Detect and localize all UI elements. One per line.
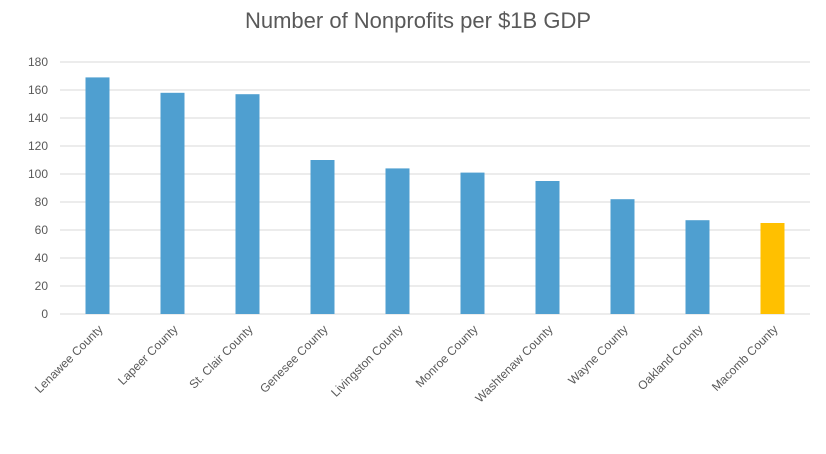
y-tick-label: 0 bbox=[41, 307, 48, 321]
bar-wayne-county bbox=[610, 199, 635, 314]
y-tick-label: 160 bbox=[28, 83, 48, 97]
x-category-label: Macomb County bbox=[709, 322, 781, 394]
x-category-label: Livingston County bbox=[328, 322, 405, 399]
bar-st-clair-county bbox=[235, 94, 260, 314]
x-axis-category-labels: Lenawee County Lapeer County St. Clair Cou… bbox=[32, 322, 781, 405]
x-category-label: Oakland County bbox=[635, 322, 706, 393]
bar-monroe-county bbox=[460, 172, 485, 314]
y-tick-label: 140 bbox=[28, 111, 48, 125]
bar-lenawee-county bbox=[85, 77, 110, 315]
y-tick-label: 60 bbox=[35, 223, 49, 237]
y-tick-label: 120 bbox=[28, 139, 48, 153]
y-tick-label: 80 bbox=[35, 195, 49, 209]
x-category-label: St. Clair County bbox=[186, 322, 255, 391]
x-category-label: Washtenaw County bbox=[472, 322, 555, 405]
y-tick-label: 20 bbox=[35, 279, 49, 293]
x-category-label: Lenawee County bbox=[32, 322, 106, 396]
bar-genesee-county bbox=[310, 160, 335, 314]
x-category-label: Wayne County bbox=[565, 322, 630, 387]
x-category-label: Genesee County bbox=[257, 322, 331, 396]
bar-washtenaw-county bbox=[535, 181, 560, 314]
y-axis-tick-labels: 0 20 40 60 80 100 120 140 160 180 bbox=[28, 55, 48, 321]
y-tick-label: 180 bbox=[28, 55, 48, 69]
y-tick-label: 100 bbox=[28, 167, 48, 181]
x-category-label: Lapeer County bbox=[115, 322, 181, 388]
chart-title: Number of Nonprofits per $1B GDP bbox=[245, 8, 591, 33]
bar-macomb-county bbox=[760, 223, 785, 314]
grid-lines bbox=[60, 61, 810, 315]
bar-livingston-county bbox=[385, 168, 410, 314]
x-category-label: Monroe County bbox=[413, 322, 481, 390]
bars bbox=[85, 77, 785, 315]
bar-lapeer-county bbox=[160, 92, 185, 314]
bar-oakland-county bbox=[685, 220, 710, 314]
y-tick-label: 40 bbox=[35, 251, 49, 265]
